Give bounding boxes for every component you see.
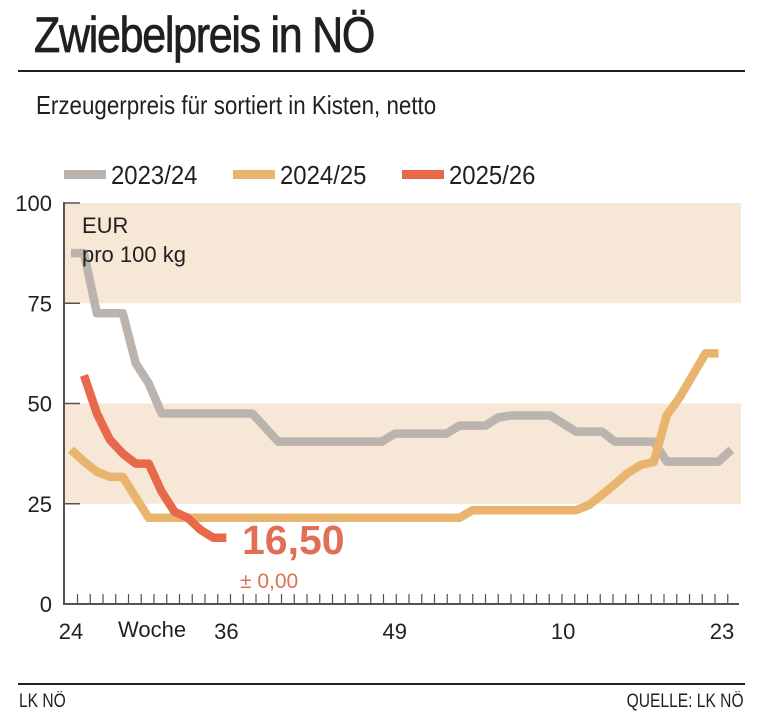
x-axis: 24 36 49 10 23 (59, 594, 739, 644)
x-tick-label: 23 (710, 619, 734, 644)
y-tick-label: 25 (28, 492, 52, 517)
x-tick-label: 36 (214, 619, 238, 644)
y-tick-label: 0 (40, 592, 52, 617)
series-line-2023-24 (71, 248, 735, 466)
y-tick-label: 75 (28, 291, 52, 316)
footer-credit: LK NÖ (19, 691, 66, 712)
change-value-label: ± 0,00 (240, 570, 298, 593)
legend-swatch-2023-24 (64, 170, 106, 179)
title-divider (18, 70, 745, 72)
x-tick-label: 49 (383, 619, 407, 644)
y-tick-label: 100 (15, 191, 52, 216)
legend-swatch-2025-26 (402, 170, 444, 179)
legend-label: 2025/26 (449, 160, 536, 190)
chart-title: Zwiebelpreis in NÖ (34, 7, 376, 64)
unit-label-eur: EUR (82, 213, 128, 238)
background-bands (65, 203, 741, 504)
y-axis: 0 25 50 75 100 (15, 191, 80, 617)
legend-label: 2023/24 (111, 160, 198, 190)
current-value-label: 16,50 (242, 517, 345, 563)
series-lines (68, 248, 735, 543)
footer-divider (18, 683, 745, 685)
footer-source: QUELLE: LK NÖ (627, 691, 744, 712)
chart-subtitle: Erzeugerpreis für sortiert in Kisten, ne… (36, 90, 437, 120)
line-chart: 0 25 50 75 100 24 36 49 10 23 EUR pro 100 kg Woc… (15, 191, 741, 644)
unit-label-per-100kg: pro 100 kg (82, 242, 186, 267)
legend-swatch-2024-25 (233, 170, 275, 179)
series-line-2025-26 (79, 374, 227, 543)
background-band (65, 203, 741, 304)
legend-label: 2024/25 (280, 160, 367, 190)
x-axis-label: Woche (118, 617, 186, 642)
x-tick-label: 24 (59, 619, 83, 644)
x-tick-label: 10 (551, 619, 575, 644)
y-tick-label: 50 (28, 392, 52, 417)
background-band (65, 403, 741, 504)
